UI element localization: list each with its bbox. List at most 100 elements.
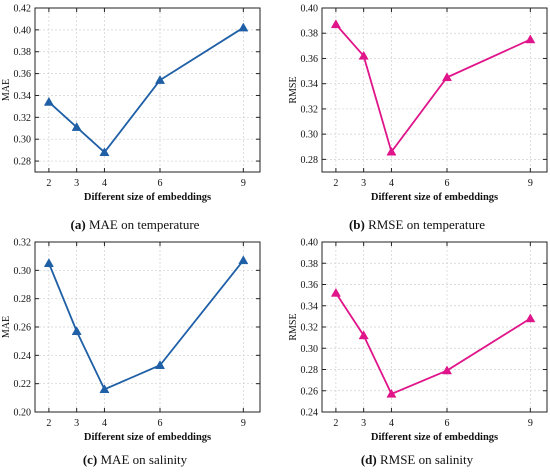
y-tick-label: 0.36 bbox=[301, 54, 319, 65]
chart-panel-2: 0.28 0.30 0.32 0.34 0.36 0.38 0.40 2 3 4 6 9 Differe… bbox=[288, 4, 548, 203]
y-tick-label: 0.26 bbox=[301, 386, 319, 397]
caption-text: RMSE on temperature bbox=[368, 217, 486, 232]
data-point-marker bbox=[238, 22, 249, 32]
data-point-marker bbox=[525, 313, 536, 323]
panel-caption: (c) MAE on salinity bbox=[0, 452, 270, 468]
data-point-marker bbox=[441, 365, 453, 375]
caption-letter: (b) bbox=[348, 217, 365, 232]
y-tick-label: 0.40 bbox=[14, 25, 32, 36]
y-tick-label: 0.24 bbox=[14, 351, 32, 362]
data-point-marker bbox=[525, 34, 536, 44]
y-tick-label: 0.38 bbox=[14, 47, 32, 58]
panel-caption: (d) RMSE on salinity bbox=[282, 452, 550, 468]
caption-letter: (d) bbox=[360, 452, 377, 467]
data-point-marker bbox=[43, 96, 54, 106]
data-point-marker bbox=[71, 326, 82, 335]
y-axis-label: MAE bbox=[1, 316, 12, 338]
data-point-marker bbox=[154, 360, 166, 369]
x-tick-label: 3 bbox=[361, 178, 366, 189]
y-tick-label: 0.28 bbox=[301, 155, 319, 166]
data-point-marker bbox=[99, 147, 110, 157]
x-tick-label: 2 bbox=[333, 178, 338, 189]
x-tick-label: 6 bbox=[158, 418, 163, 429]
plot-frame bbox=[34, 7, 261, 173]
y-tick-label: 0.38 bbox=[301, 259, 319, 270]
caption-letter: (c) bbox=[82, 452, 98, 467]
series-line bbox=[48, 26, 244, 154]
y-axis-label: RMSE bbox=[288, 313, 299, 340]
x-tick-label: 4 bbox=[102, 178, 107, 189]
x-tick-label: 4 bbox=[389, 418, 394, 429]
y-tick-label: 0.28 bbox=[301, 365, 319, 376]
x-axis-label: Different size of embeddings bbox=[84, 432, 211, 443]
series-line bbox=[335, 23, 531, 154]
caption-text: RMSE on salinity bbox=[379, 452, 474, 467]
x-tick-label: 9 bbox=[528, 178, 533, 189]
x-tick-label: 4 bbox=[102, 418, 107, 429]
data-point-marker bbox=[330, 287, 341, 297]
panel-caption: (b) RMSE on temperature bbox=[282, 217, 550, 233]
x-tick-label: 3 bbox=[74, 178, 79, 189]
y-tick-label: 0.30 bbox=[301, 344, 319, 355]
data-point-marker bbox=[238, 255, 249, 265]
chart-panel-3: 0.20 0.22 0.24 0.26 0.28 0.30 0.32 2 3 4 6 9 Differe… bbox=[1, 238, 261, 443]
y-tick-label: 0.20 bbox=[14, 408, 32, 419]
y-tick-label: 0.28 bbox=[14, 294, 32, 305]
y-tick-label: 0.22 bbox=[14, 379, 32, 390]
grid bbox=[35, 7, 260, 172]
y-tick-label: 0.32 bbox=[301, 104, 319, 115]
y-tick-label: 0.38 bbox=[301, 29, 319, 40]
x-axis-label: Different size of embeddings bbox=[371, 192, 498, 203]
y-tick-label: 0.40 bbox=[301, 4, 319, 15]
y-tick-label: 0.42 bbox=[14, 4, 32, 15]
grid bbox=[322, 241, 547, 413]
caption-letter: (a) bbox=[70, 217, 86, 232]
x-tick-label: 9 bbox=[241, 178, 246, 189]
x-tick-label: 6 bbox=[445, 418, 450, 429]
x-tick-label: 9 bbox=[528, 418, 533, 429]
y-tick-label: 0.34 bbox=[301, 301, 319, 312]
data-point-marker bbox=[43, 258, 54, 267]
data-point-marker bbox=[358, 50, 369, 60]
y-tick-label: 0.40 bbox=[301, 238, 319, 249]
y-tick-label: 0.34 bbox=[14, 91, 32, 102]
x-tick-label: 2 bbox=[46, 178, 51, 189]
y-axis-label: MAE bbox=[1, 79, 12, 101]
series-line bbox=[335, 292, 531, 396]
caption-text: MAE on salinity bbox=[100, 452, 188, 467]
x-tick-label: 4 bbox=[389, 178, 394, 189]
data-point-marker bbox=[386, 388, 397, 398]
y-tick-label: 0.24 bbox=[301, 408, 319, 419]
grid bbox=[35, 241, 260, 413]
plot-frame bbox=[321, 7, 548, 173]
chart-panel-1: 0.28 0.30 0.32 0.34 0.36 0.38 0.40 0.42 2 3 4 6 9 Dif… bbox=[1, 4, 261, 203]
data-point-marker bbox=[330, 19, 341, 29]
y-tick-label: 0.36 bbox=[14, 69, 32, 80]
y-tick-label: 0.30 bbox=[301, 130, 319, 141]
x-axis-label: Different size of embeddings bbox=[371, 432, 498, 443]
y-tick-label: 0.26 bbox=[14, 323, 32, 334]
y-tick-label: 0.30 bbox=[14, 135, 32, 146]
y-tick-label: 0.28 bbox=[14, 157, 32, 168]
data-point-marker bbox=[441, 72, 453, 82]
x-tick-label: 3 bbox=[74, 418, 79, 429]
data-point-marker bbox=[154, 75, 166, 84]
y-tick-label: 0.32 bbox=[14, 238, 32, 249]
data-point-marker bbox=[386, 146, 397, 156]
y-tick-label: 0.36 bbox=[301, 280, 319, 291]
panel-caption: (a) MAE on temperature bbox=[0, 217, 270, 233]
x-tick-label: 6 bbox=[158, 178, 163, 189]
grid bbox=[322, 7, 547, 172]
x-tick-label: 9 bbox=[241, 418, 246, 429]
series-line bbox=[48, 259, 245, 391]
y-tick-label: 0.32 bbox=[14, 113, 32, 124]
y-tick-label: 0.34 bbox=[301, 79, 319, 90]
chart-panel-4: 0.24 0.26 0.28 0.30 0.32 0.34 0.36 0.38 0.40 2 3 4 6… bbox=[288, 238, 548, 443]
data-point-marker bbox=[71, 122, 82, 131]
y-tick-label: 0.30 bbox=[14, 266, 32, 277]
x-axis-label: Different size of embeddings bbox=[84, 192, 211, 203]
data-point-marker bbox=[358, 330, 369, 340]
y-tick-label: 0.32 bbox=[301, 323, 319, 334]
x-tick-label: 2 bbox=[46, 418, 51, 429]
